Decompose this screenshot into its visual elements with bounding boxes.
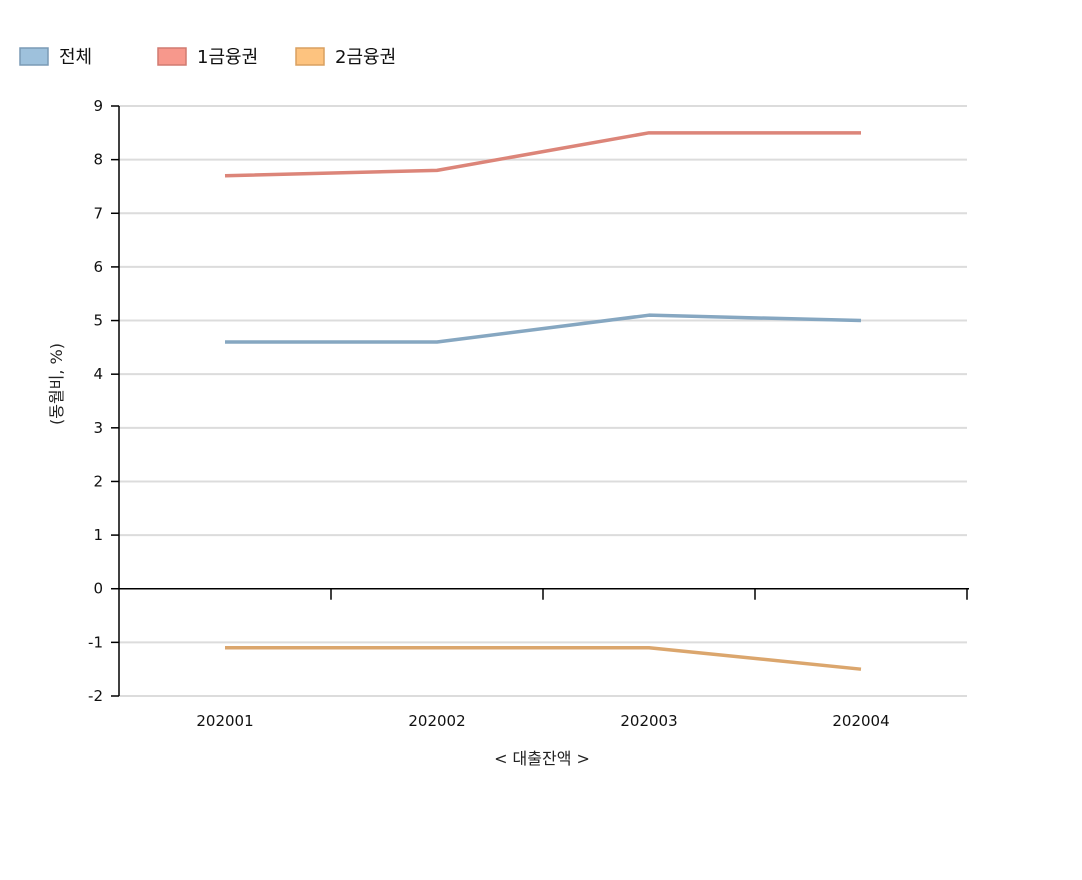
y-tick-label: 8 [93, 151, 103, 169]
legend-swatch [157, 47, 187, 66]
y-tick-label: 5 [93, 312, 103, 330]
y-tick-label: 0 [93, 580, 103, 598]
series-lines [224, 131, 862, 671]
y-tick-label: 2 [93, 472, 103, 490]
series-line [224, 131, 861, 178]
y-tick-label: 4 [93, 365, 103, 383]
y-tick-label: 6 [93, 258, 103, 276]
x-axis-title: < 대출잔액 > [494, 749, 590, 768]
y-tick-label: 1 [93, 526, 103, 544]
x-tick-label: 202004 [832, 712, 889, 730]
legend-swatch [295, 47, 325, 66]
x-tick-label: 202003 [620, 712, 677, 730]
series-line [225, 645, 862, 671]
x-axis: 202001 202002 202003 202004 [119, 587, 969, 730]
y-tick-label: -2 [88, 687, 103, 705]
y-tick-label: 3 [93, 419, 103, 437]
legend: 전체 1금융권 2금융권 [19, 47, 396, 68]
series-line [225, 313, 862, 344]
y-axis-title: (동월비, %) [47, 343, 66, 425]
legend-label: 전체 [59, 47, 92, 68]
y-axis: -2 -1 0 1 2 3 4 5 6 7 8 9 [88, 97, 120, 705]
y-tick-label: -1 [88, 633, 103, 651]
gridlines [119, 105, 967, 697]
legend-label: 2금융권 [335, 47, 396, 68]
y-tick-label: 7 [93, 204, 103, 222]
legend-swatch [19, 47, 49, 66]
legend-label: 1금융권 [197, 47, 258, 68]
y-tick-label: 9 [93, 97, 103, 115]
x-tick-label: 202001 [196, 712, 253, 730]
x-tick-label: 202002 [408, 712, 465, 730]
